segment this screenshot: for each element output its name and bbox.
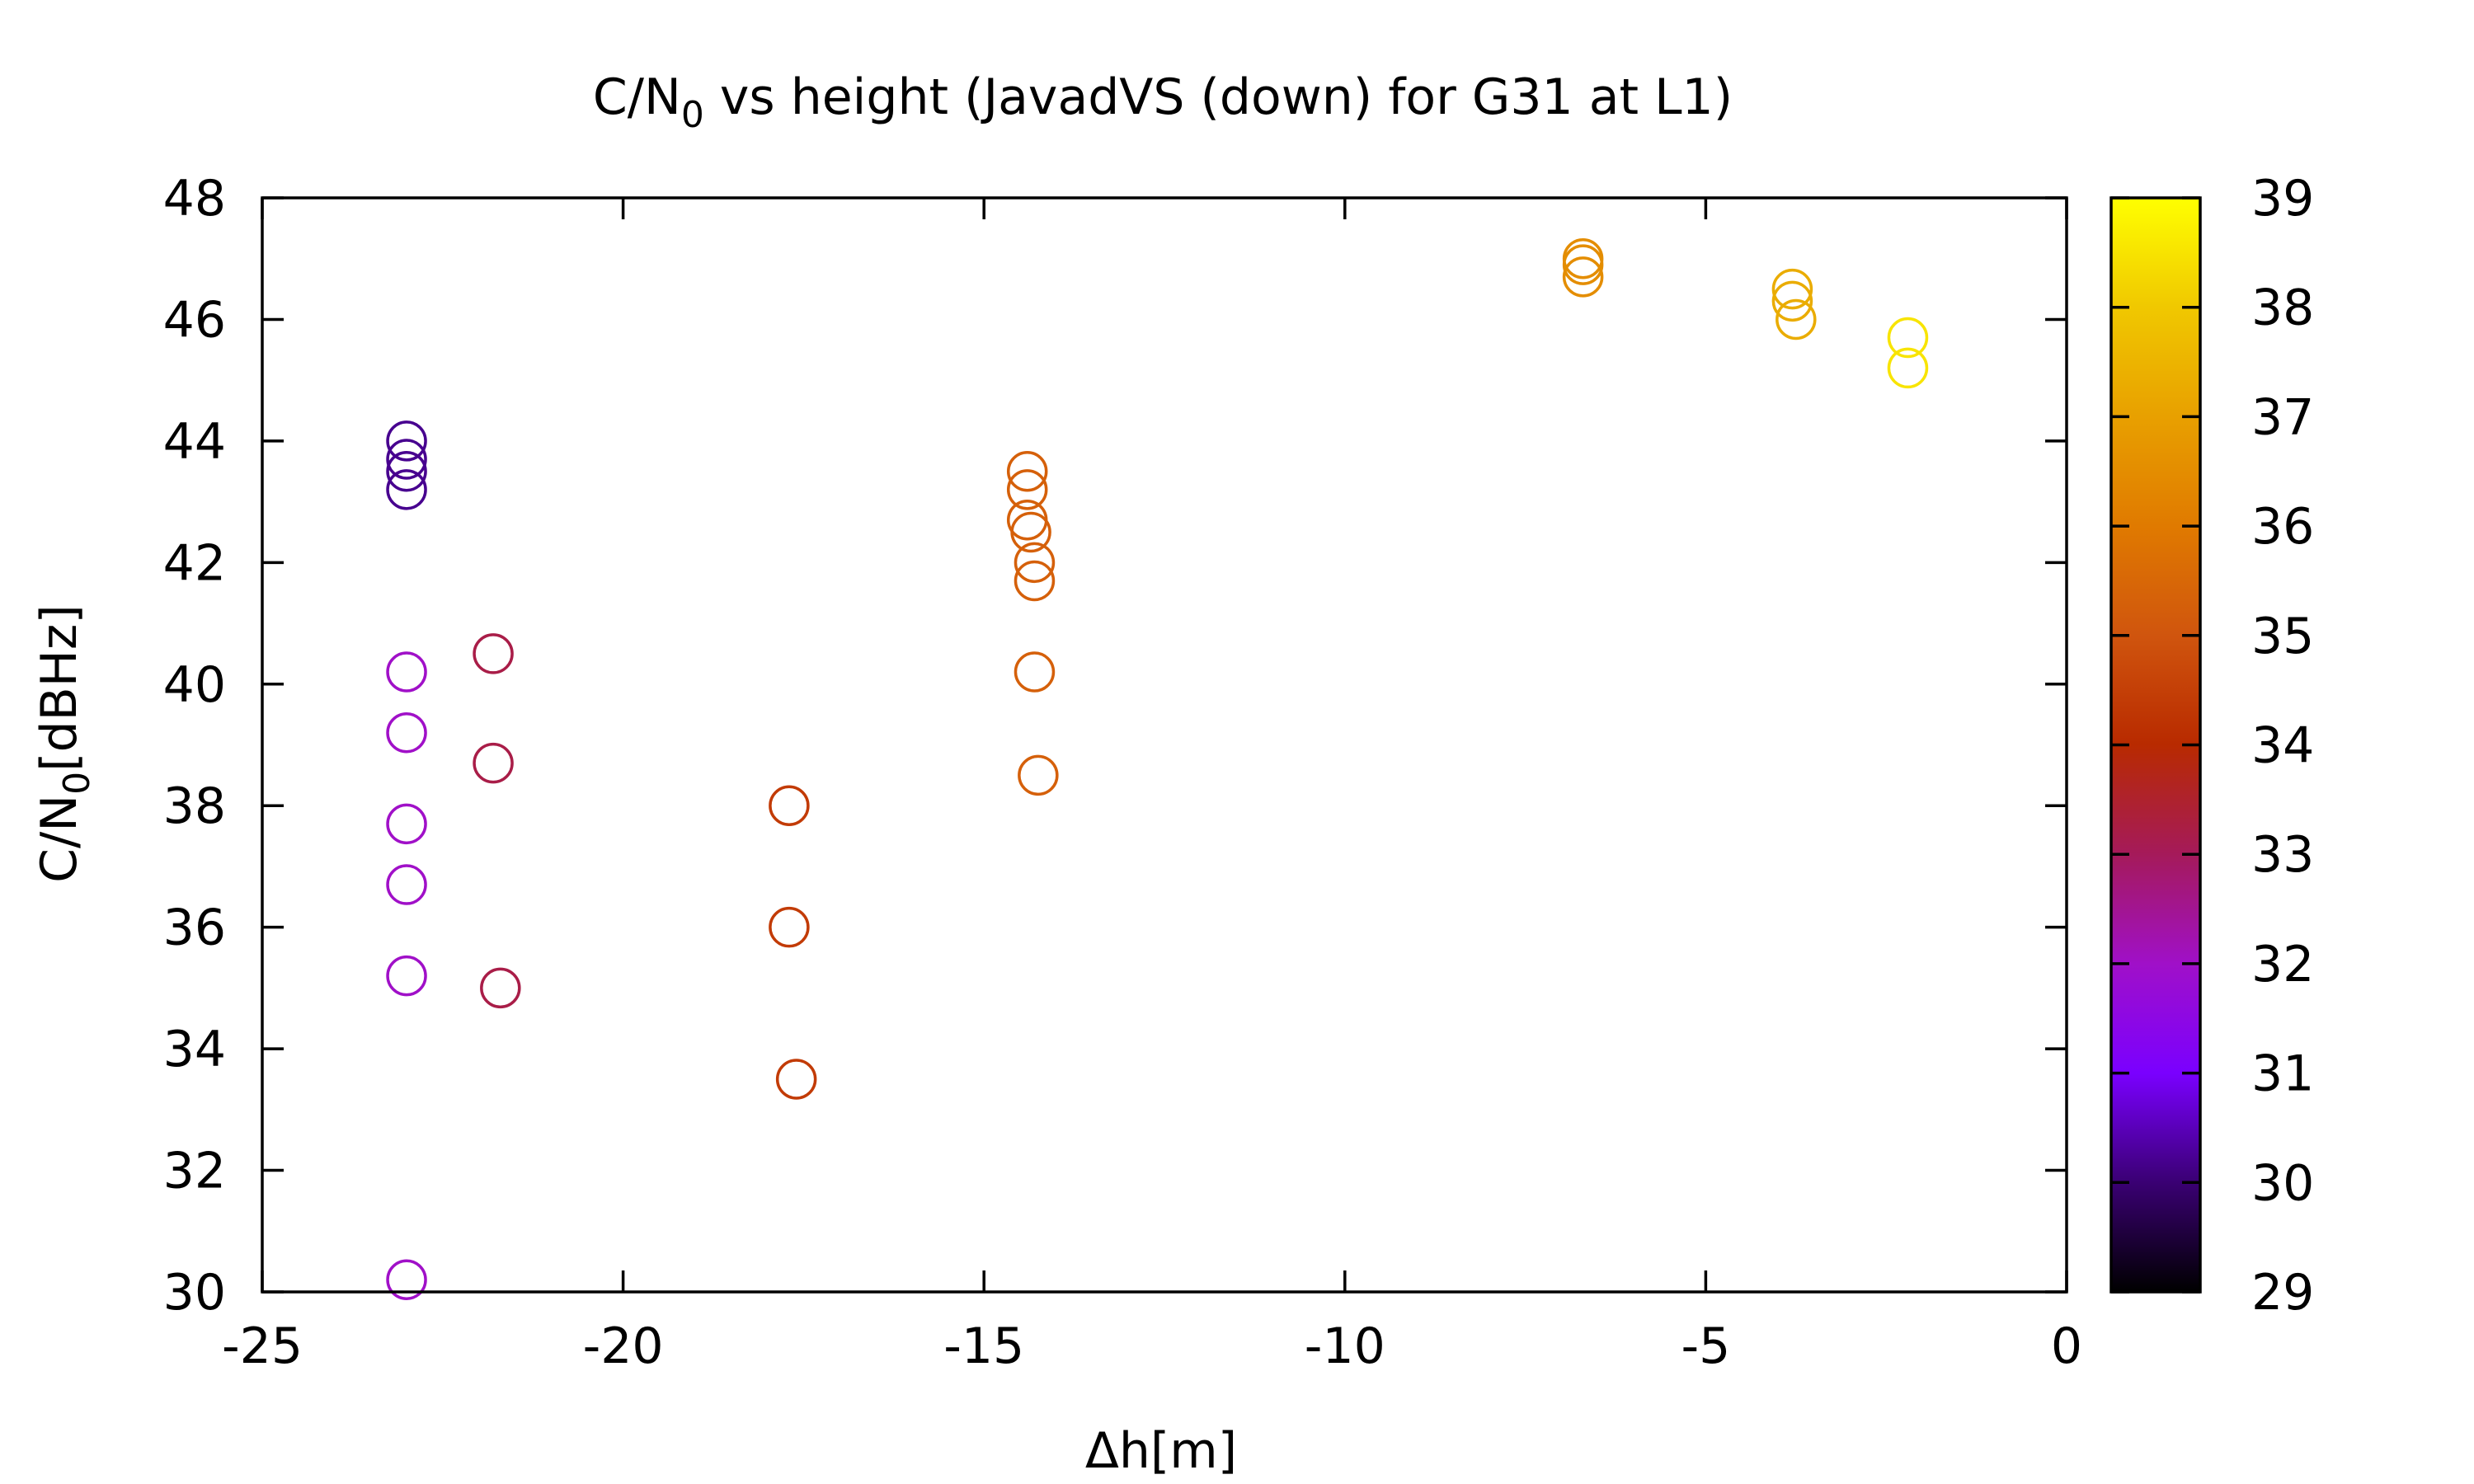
data-point bbox=[775, 1059, 817, 1100]
data-point bbox=[386, 439, 427, 480]
data-point bbox=[473, 742, 514, 784]
x-tick-label: -10 bbox=[1305, 1317, 1385, 1375]
data-point bbox=[1776, 298, 1817, 340]
y-tick-label: 30 bbox=[163, 1264, 226, 1322]
y-tick-label: 36 bbox=[163, 899, 226, 957]
y-tick-label: 48 bbox=[163, 170, 226, 228]
x-tick-label: 0 bbox=[2051, 1317, 2082, 1375]
colorbar-tick-label: 29 bbox=[2251, 1264, 2314, 1322]
data-point bbox=[1887, 317, 1929, 359]
data-point bbox=[1771, 280, 1813, 322]
data-point bbox=[1018, 754, 1059, 796]
data-point bbox=[386, 451, 427, 492]
colorbar-tick-label: 33 bbox=[2251, 826, 2314, 884]
data-point bbox=[1562, 244, 1604, 285]
data-point bbox=[386, 1259, 427, 1301]
colorbar-tick-label: 37 bbox=[2251, 388, 2314, 446]
colorbar-tick-label: 31 bbox=[2251, 1045, 2314, 1103]
data-point bbox=[386, 469, 427, 510]
y-tick-label: 38 bbox=[163, 777, 226, 835]
y-tick-label: 42 bbox=[163, 534, 226, 592]
plot-area-frame bbox=[261, 196, 2068, 1294]
y-tick-label: 46 bbox=[163, 291, 226, 349]
colorbar: 29 30 31 32 33 34 35 36 37 38 39 bbox=[2109, 170, 2314, 1322]
data-point bbox=[386, 864, 427, 905]
y-axis-label: C/N0[dBHz] bbox=[31, 604, 98, 883]
data-point bbox=[473, 633, 514, 674]
data-point bbox=[1010, 511, 1051, 553]
data-point bbox=[386, 803, 427, 845]
data-point bbox=[1887, 347, 1929, 389]
colorbar-tick-label: 30 bbox=[2251, 1154, 2314, 1212]
data-point bbox=[1771, 268, 1813, 310]
axis-ticks: -25 -20 -15 -10 -5 0 30 32 34 36 38 40 42 44 46 48 bbox=[163, 170, 2082, 1375]
colorbar-tick-label: 39 bbox=[2251, 170, 2314, 228]
data-point bbox=[769, 785, 810, 826]
data-point bbox=[386, 420, 427, 462]
x-tick-label: -15 bbox=[943, 1317, 1024, 1375]
chart-title: C/N0 vs height (JavadVS (down) for G31 a… bbox=[593, 68, 1733, 136]
data-point bbox=[1014, 542, 1056, 584]
data-point bbox=[1006, 451, 1048, 492]
x-axis-label: Δh[m] bbox=[1085, 1422, 1237, 1480]
data-point bbox=[1006, 469, 1048, 510]
colorbar-tick-label: 38 bbox=[2251, 279, 2314, 337]
x-tick-label: -25 bbox=[222, 1317, 303, 1375]
data-point bbox=[1014, 651, 1056, 693]
data-point bbox=[1562, 256, 1604, 298]
data-point bbox=[386, 712, 427, 754]
data-point bbox=[1014, 560, 1056, 602]
data-points bbox=[386, 237, 1929, 1301]
data-point bbox=[386, 651, 427, 693]
colorbar-frame bbox=[2109, 196, 2202, 1294]
colorbar-tick-label: 35 bbox=[2251, 608, 2314, 665]
y-tick-label: 40 bbox=[163, 656, 226, 714]
colorbar-tick-label: 36 bbox=[2251, 498, 2314, 556]
data-point bbox=[480, 967, 521, 1009]
colorbar-ticks: 29 30 31 32 33 34 35 36 37 38 39 bbox=[2111, 170, 2314, 1322]
x-tick-label: -5 bbox=[1681, 1317, 1730, 1375]
y-tick-label: 34 bbox=[163, 1021, 226, 1078]
colorbar-tick-label: 32 bbox=[2251, 936, 2314, 993]
y-tick-label: 44 bbox=[163, 413, 226, 471]
data-point bbox=[386, 955, 427, 997]
y-tick-label: 32 bbox=[163, 1143, 226, 1200]
data-point bbox=[1006, 499, 1048, 541]
x-tick-label: -20 bbox=[583, 1317, 664, 1375]
data-point bbox=[769, 906, 810, 948]
colorbar-tick-label: 34 bbox=[2251, 717, 2314, 775]
